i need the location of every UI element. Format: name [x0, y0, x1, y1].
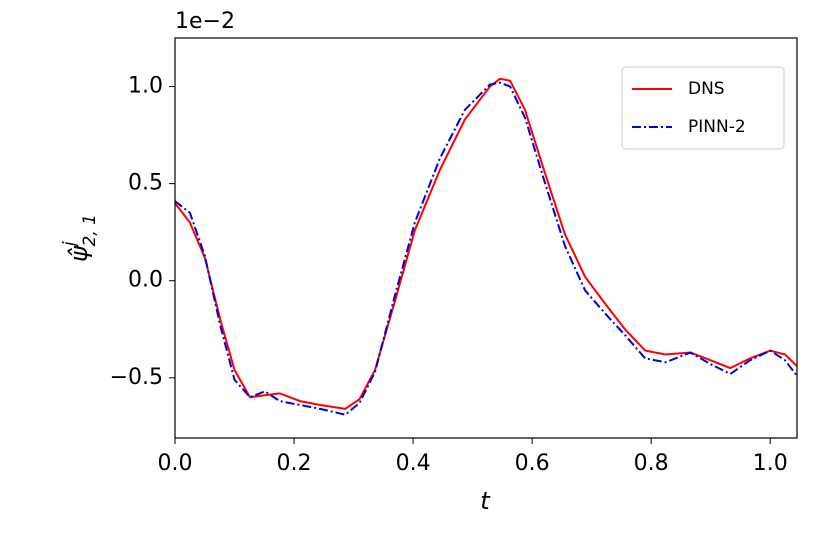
x-tick-label: 0.8: [634, 451, 669, 476]
y-label-subscript: 2, 1: [80, 214, 100, 246]
legend-box: [621, 66, 785, 150]
data-line: [175, 81, 797, 416]
y-label-superscript: j: [60, 241, 80, 248]
x-tick-label: 0.4: [396, 451, 431, 476]
x-tick-label: 0.6: [515, 451, 550, 476]
y-axis-label: ψ̂j2, 1: [60, 214, 100, 262]
x-tick-label: 0.2: [277, 451, 312, 476]
y-tick-label: 0.5: [128, 171, 163, 196]
x-axis-label: t: [480, 487, 491, 515]
plot-frame: [174, 37, 798, 439]
legend-label: PINN-2: [688, 117, 746, 137]
x-tick-label: 0.0: [158, 451, 193, 476]
y-offset-label: 1e−2: [175, 9, 235, 34]
data-line: [175, 77, 797, 410]
x-tick-label: 1.0: [753, 451, 788, 476]
y-tick-label: 1.0: [128, 74, 163, 99]
y-tick-label: 0.0: [128, 268, 163, 293]
y-label-symbol: ψ̂: [65, 245, 93, 262]
legend-label: DNS: [688, 79, 725, 99]
y-tick-label: −0.5: [110, 365, 163, 390]
